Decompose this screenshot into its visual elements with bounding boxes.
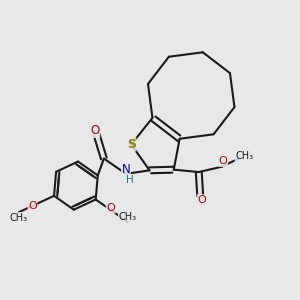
Text: O: O <box>28 201 37 211</box>
Text: O: O <box>219 156 228 167</box>
Text: O: O <box>197 195 206 205</box>
Text: N: N <box>122 163 130 176</box>
Text: O: O <box>106 203 115 213</box>
Text: CH₃: CH₃ <box>118 212 136 222</box>
Text: CH₃: CH₃ <box>235 151 253 161</box>
Text: O: O <box>90 124 100 137</box>
Text: H: H <box>126 175 134 185</box>
Text: S: S <box>127 138 136 151</box>
Text: CH₃: CH₃ <box>10 213 28 223</box>
